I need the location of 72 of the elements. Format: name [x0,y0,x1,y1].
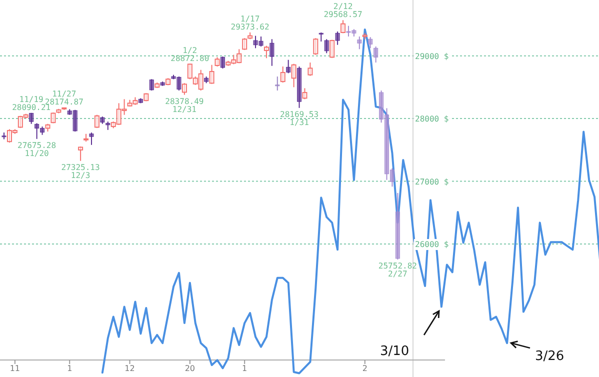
candlestick [291,63,296,88]
candlestick [154,82,160,88]
x-tick-label: 11 [10,364,20,373]
candlestick [187,63,192,80]
candlestick [6,128,12,144]
candlestick [236,48,242,64]
candlestick [308,62,313,76]
candlestick [374,46,378,64]
annotation: 2/12 29568.57 [324,2,362,20]
candlestick [166,78,171,86]
candlestick [248,32,253,40]
candlestick [313,38,318,56]
x-tick-label: 2 [362,364,368,373]
candlestick [23,113,28,120]
annotation: 25752.82 2/27 [378,262,418,279]
y-tick-label: 26000 $ [415,240,449,250]
annotation: 1/17 29373.62 [230,14,270,32]
candlestick [209,64,214,84]
candlestick [330,39,335,58]
candlestick [182,82,187,96]
candlestick [94,114,100,128]
candlestick [78,146,84,162]
candlestick [127,99,132,108]
candlestick [280,66,286,84]
candlestick [192,76,198,86]
candlestick [270,38,274,66]
candlestick [357,36,362,50]
y-tick-label: 27000 $ [415,177,449,186]
x-tick-label: 12 [124,364,135,373]
candlestick [231,54,236,65]
candlestick [362,32,368,40]
annotation: 1/2 28872.80 [170,46,210,63]
x-tick-label: 1 [242,364,248,373]
candlestick [116,102,122,126]
candlestick [318,32,324,42]
candlestick [340,20,346,34]
candlestick [132,96,138,106]
candlestick [368,36,373,49]
candlestick [220,56,225,69]
annotation: 27325.13 12/3 [61,162,100,180]
candlestick [122,98,127,116]
line-series [101,28,599,374]
candlestick [198,69,204,92]
candlestick [56,108,62,114]
annotation: 27675.28 11/20 [18,140,56,158]
y-tick-label: 29000 $ [415,52,449,61]
candlestick [324,38,329,54]
candlestick [286,59,291,74]
annotation: 3/10 [380,344,410,359]
candlestick [18,115,23,128]
x-tick-label: 1 [67,364,72,373]
candlestick [84,133,89,142]
candlestick [242,38,248,50]
candlestick [62,107,67,110]
candlestick [12,128,18,134]
candlestick [302,88,308,100]
candlestick [110,121,116,129]
x-tick-label: 20 [184,364,195,373]
candlestick [50,112,56,124]
candlestick [264,45,269,59]
candlestick [214,56,220,67]
candlestick [275,76,280,92]
candlestick [335,30,340,46]
candlestick [226,60,231,66]
candlestick [45,123,50,132]
candlestick [149,78,154,92]
candlestick [89,132,94,146]
annotation: 28378.49 12/31 [165,96,204,114]
y-tick-label: 28000 $ [415,114,449,124]
candlestick [144,92,149,102]
annotation: 28169.53 1/31 [280,110,319,127]
annotation: 3/26 [535,349,564,364]
